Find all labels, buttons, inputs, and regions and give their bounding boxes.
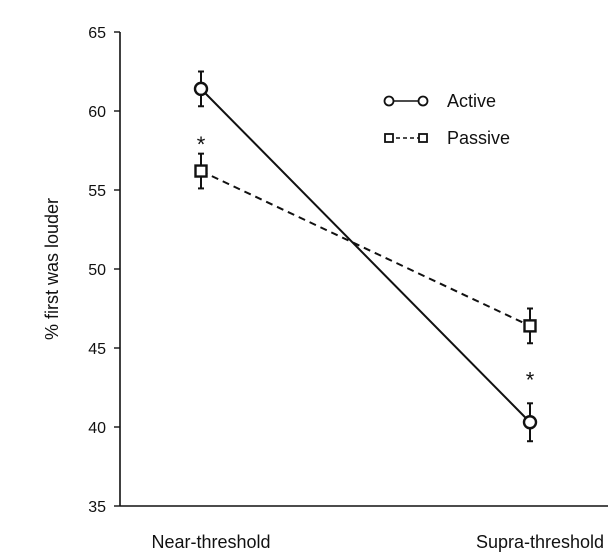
point-active-1 (522, 415, 538, 430)
legend-label-active: Active (447, 91, 496, 111)
y-ticks: 35 40 45 50 55 60 65 (88, 25, 120, 516)
legend-marker-active-1 (417, 95, 429, 107)
y-tick-label-45: 45 (88, 341, 106, 358)
series-layer (193, 70, 538, 443)
y-tick-label-40: 40 (88, 420, 106, 437)
series-active (193, 70, 538, 443)
series-line-active (200, 88, 531, 423)
x-tick-label-supra-threshold: Supra-threshold (476, 532, 604, 552)
point-active-0 (193, 81, 209, 97)
legend-marker-active-0 (383, 95, 395, 107)
legend-marker-passive-1 (418, 133, 428, 143)
point-passive-1 (523, 319, 537, 333)
y-tick-label-60: 60 (88, 104, 106, 121)
series-passive (194, 152, 537, 345)
legend-marker-passive-0 (384, 133, 394, 143)
y-tick-label-65: 65 (88, 25, 106, 42)
legend-item-passive: Passive (384, 128, 510, 148)
axes (119, 32, 608, 507)
significance-marker-0: * (197, 132, 206, 157)
y-tick-label-35: 35 (88, 499, 106, 516)
significance-annotations: ** (197, 132, 535, 392)
x-tick-labels: Near-threshold Supra-threshold (151, 532, 604, 552)
significance-marker-1: * (526, 368, 535, 393)
point-passive-0 (194, 164, 208, 178)
y-tick-label-50: 50 (88, 262, 106, 279)
legend: Active Passive (383, 91, 510, 148)
series-line-passive (200, 170, 531, 327)
y-axis-label: % first was louder (42, 198, 62, 340)
x-tick-label-near-threshold: Near-threshold (151, 532, 270, 552)
legend-item-active: Active (383, 91, 496, 111)
legend-label-passive: Passive (447, 128, 510, 148)
y-tick-label-55: 55 (88, 183, 106, 200)
